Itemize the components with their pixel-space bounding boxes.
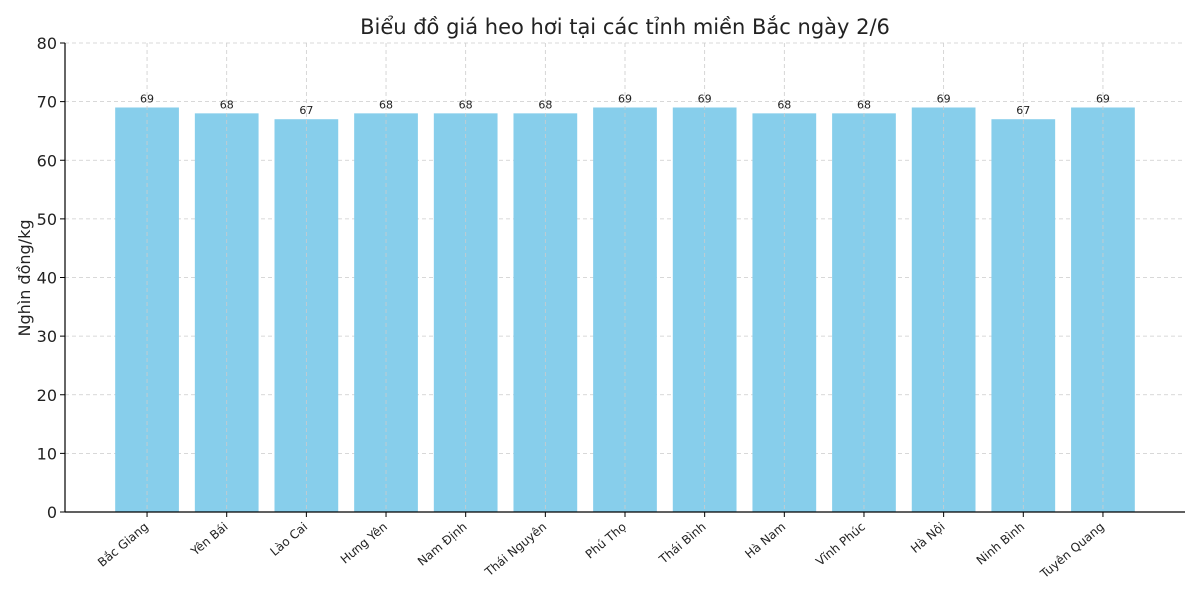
x-tick-label: Thái Nguyên (481, 520, 549, 580)
y-tick-label: 30 (37, 327, 57, 346)
y-tick-label: 40 (37, 269, 57, 288)
data-label: 69 (698, 92, 712, 105)
chart-title: Biểu đồ giá heo hơi tại các tỉnh miền Bắ… (360, 15, 890, 39)
x-tick-label: Tuyên Quang (1037, 520, 1107, 582)
data-label: 69 (1096, 92, 1110, 105)
y-tick-label: 0 (47, 503, 57, 522)
data-label: 68 (777, 98, 791, 111)
x-tick-label: Phú Thọ (583, 520, 629, 562)
data-label: 69 (937, 92, 951, 105)
y-tick-label: 50 (37, 210, 57, 229)
y-tick-label: 70 (37, 93, 57, 112)
x-tick-label: Bắc Giang (95, 520, 151, 570)
x-tick-label: Vĩnh Phúc (813, 520, 868, 569)
x-tick-label: Nam Định (415, 520, 470, 569)
data-label: 68 (459, 98, 473, 111)
y-tick-label: 10 (37, 444, 57, 463)
data-label: 67 (1016, 104, 1030, 117)
data-label: 68 (857, 98, 871, 111)
y-tick-label: 20 (37, 386, 57, 405)
x-tick-label: Hưng Yên (338, 520, 390, 567)
data-label: 69 (618, 92, 632, 105)
y-tick-label: 80 (37, 34, 57, 53)
y-tick-label: 60 (37, 151, 57, 170)
x-tick-label: Ninh Bình (974, 520, 1028, 568)
x-tick-label: Lào Cai (267, 520, 310, 559)
data-label: 68 (379, 98, 393, 111)
x-tick-label: Hà Nam (742, 520, 788, 562)
x-tick-label: Thái Bình (656, 520, 709, 568)
data-label: 68 (538, 98, 552, 111)
data-label: 69 (140, 92, 154, 105)
y-axis-label: Nghìn đồng/kg (15, 220, 34, 337)
x-tick-label: Hà Nội (908, 520, 948, 556)
data-label: 68 (220, 98, 234, 111)
x-tick-label: Yên Bái (188, 520, 231, 559)
data-label: 67 (299, 104, 313, 117)
